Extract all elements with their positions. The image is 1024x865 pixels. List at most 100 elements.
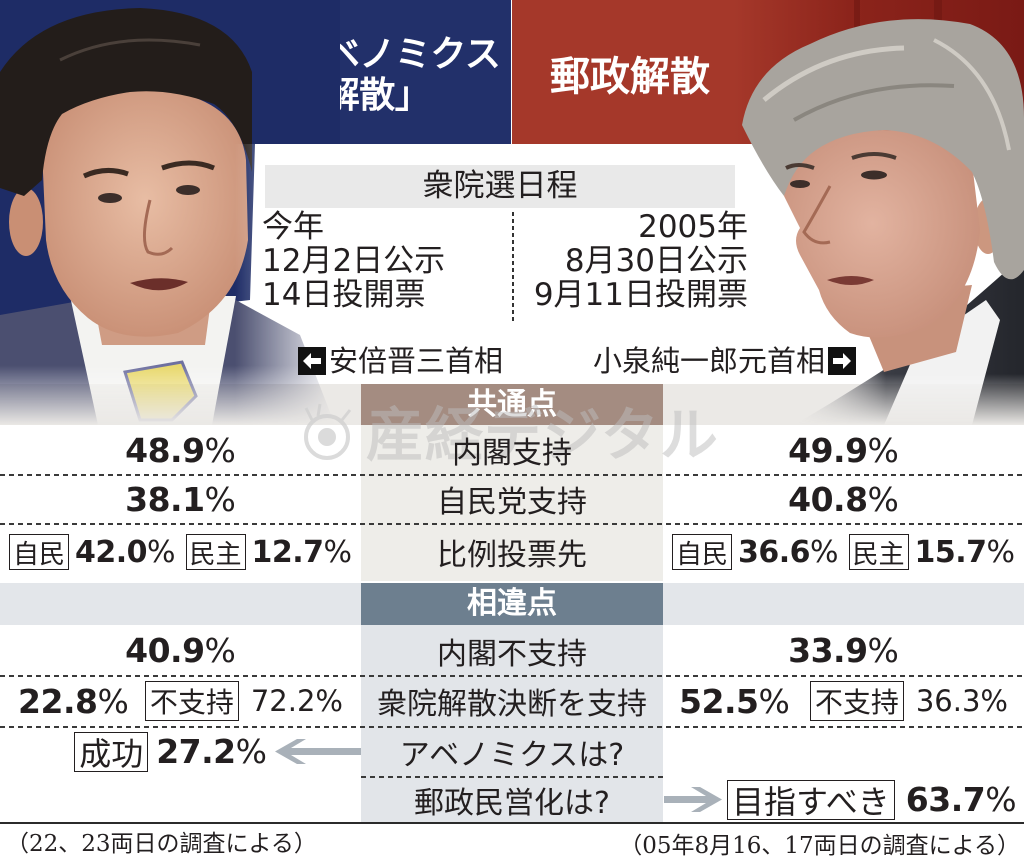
koizumi-proportional-vote: 自民 36.6% 民主 15.7% bbox=[663, 524, 1024, 580]
value: 52.5 bbox=[679, 681, 759, 721]
koizumi-postal-privatization-result: 目指すべき 63.7% bbox=[664, 777, 1024, 822]
abe-survey-note: （22、23両日の調査による） bbox=[6, 831, 317, 857]
row-label-ldp-support: 自民党支持 bbox=[437, 485, 587, 520]
percent-sign: % bbox=[204, 479, 236, 519]
should-pursue-value: 63.7% bbox=[906, 780, 1017, 819]
abe-proportional-vote: 自民 42.0% 民主 12.7% bbox=[0, 524, 361, 580]
support-value: 52.5% bbox=[679, 682, 790, 721]
value: 27.2 bbox=[156, 732, 236, 771]
koizumi-survey-note: （05年8月16、17両日の調査による） bbox=[619, 833, 1020, 859]
success-tag: 成功 bbox=[74, 731, 149, 773]
dpj-tag: 民主 bbox=[848, 534, 909, 570]
abe-name-label: 安倍晋三首相 bbox=[298, 346, 503, 376]
abe-dissolution-support: 22.8% 不支持 72.2% bbox=[0, 676, 361, 726]
koizumi-dissolution-support: 52.5% 不支持 36.3% bbox=[663, 676, 1024, 726]
percent-sign: % bbox=[204, 430, 236, 470]
ldp-value: 42.0% bbox=[75, 535, 176, 570]
watermark-text: 産経デジタル bbox=[366, 401, 719, 469]
schedule-year: 今年 bbox=[262, 209, 324, 245]
abe-abenomics-result: 成功 27.2% bbox=[0, 727, 361, 776]
title-line-2: 解散」 bbox=[323, 75, 431, 116]
value: 36.6 bbox=[737, 534, 811, 570]
koizumi-ldp-support: 40.8% bbox=[663, 475, 1024, 523]
schedule-announcement-date: 8月30日公示 bbox=[564, 243, 748, 279]
common-points-label-column bbox=[361, 425, 663, 581]
ldp-value: 36.6% bbox=[738, 535, 839, 570]
percent-sign: % bbox=[986, 534, 1016, 570]
abe-cabinet-nonsupport: 40.9% bbox=[0, 626, 361, 675]
percent-sign: % bbox=[867, 430, 899, 470]
common-points-header: 共通点 bbox=[361, 384, 663, 425]
success-value: 27.2% bbox=[156, 732, 267, 771]
schedule-voting-date: 9月11日投開票 bbox=[533, 277, 748, 313]
row-divider bbox=[0, 474, 1024, 476]
koizumi-cabinet-support: 49.9% bbox=[663, 426, 1024, 474]
value: 48.9 bbox=[125, 430, 205, 470]
ldp-tag: 自民 bbox=[671, 534, 732, 570]
value: 40.8 bbox=[788, 479, 868, 519]
support-value: 22.8% bbox=[18, 682, 129, 721]
percent-sign: % bbox=[323, 534, 353, 570]
differences-label-column bbox=[361, 625, 663, 822]
row-divider bbox=[0, 523, 1024, 525]
should-pursue-tag: 目指すべき bbox=[727, 779, 895, 821]
percent-sign: % bbox=[867, 631, 899, 670]
percent-sign: % bbox=[809, 534, 839, 570]
dpj-value: 12.7% bbox=[252, 535, 353, 570]
abe-election-schedule: 今年 12月2日公示 14日投開票 bbox=[262, 210, 502, 312]
election-schedule-header: 衆院選日程 bbox=[265, 165, 735, 208]
value: 42.0 bbox=[74, 534, 148, 570]
dpj-value: 15.7% bbox=[915, 535, 1016, 570]
value: 40.9 bbox=[125, 631, 205, 670]
value: 63.7 bbox=[905, 780, 986, 819]
arrow-right-icon bbox=[828, 347, 857, 375]
nonsupport-value: 72.2% bbox=[250, 684, 343, 718]
value: 22.8 bbox=[18, 681, 98, 721]
row-divider bbox=[361, 776, 663, 778]
row-label-cabinet-support: 内閣支持 bbox=[452, 436, 572, 471]
sankei-logo-icon bbox=[304, 403, 352, 460]
arrow-left-icon bbox=[275, 739, 361, 764]
percent-sign: % bbox=[204, 631, 236, 670]
value: 12.7 bbox=[251, 534, 325, 570]
abe-portrait-image bbox=[0, 0, 340, 425]
koizumi-election-schedule: 2005年 8月30日公示 9月11日投開票 bbox=[512, 210, 748, 312]
differences-header: 相違点 bbox=[361, 583, 663, 625]
percent-sign: % bbox=[97, 681, 129, 721]
value: 49.9 bbox=[788, 430, 868, 470]
value: 38.1 bbox=[125, 479, 205, 519]
koizumi-portrait-image bbox=[734, 0, 1024, 425]
dpj-tag: 民主 bbox=[185, 534, 246, 570]
percent-sign: % bbox=[758, 681, 790, 721]
row-label-abenomics: アベノミクスは? bbox=[399, 737, 625, 773]
postal-dissolution-title: 郵政解散 bbox=[550, 54, 710, 100]
percent-sign: % bbox=[235, 732, 267, 771]
row-divider bbox=[0, 726, 1024, 728]
koizumi-photo bbox=[734, 0, 1024, 425]
value: 15.7 bbox=[914, 534, 988, 570]
row-label-dissolution-support: 衆院解散決断を支持 bbox=[377, 687, 647, 722]
arrow-left-icon bbox=[298, 347, 326, 375]
abe-cabinet-support: 48.9% bbox=[0, 426, 361, 474]
row-label-postal-privatization: 郵政民営化は? bbox=[414, 785, 610, 821]
schedule-year: 2005年 bbox=[638, 209, 748, 245]
koizumi-name-label: 小泉純一郎元首相 bbox=[593, 344, 857, 378]
koizumi-name: 小泉純一郎元首相 bbox=[593, 344, 826, 378]
row-label-proportional-vote: 比例投票先 bbox=[437, 538, 587, 573]
schedule-announcement-date: 12月2日公示 bbox=[262, 243, 446, 279]
schedule-voting-date: 14日投開票 bbox=[262, 277, 426, 313]
percent-sign: % bbox=[867, 479, 899, 519]
arrow-right-icon bbox=[664, 787, 722, 812]
percent-sign: % bbox=[146, 534, 176, 570]
schedule-divider bbox=[512, 212, 514, 322]
value: 33.9 bbox=[788, 631, 868, 670]
koizumi-cabinet-nonsupport: 33.9% bbox=[663, 626, 1024, 675]
abe-name: 安倍晋三首相 bbox=[329, 344, 504, 378]
row-label-cabinet-nonsupport: 内閣不支持 bbox=[437, 636, 587, 672]
table-bottom-rule bbox=[0, 822, 1024, 824]
nonsupport-tag: 不支持 bbox=[809, 681, 904, 721]
abe-ldp-support: 38.1% bbox=[0, 475, 361, 523]
row-divider bbox=[0, 675, 1024, 677]
ldp-tag: 自民 bbox=[8, 534, 69, 570]
nonsupport-value: 36.3% bbox=[915, 684, 1008, 718]
